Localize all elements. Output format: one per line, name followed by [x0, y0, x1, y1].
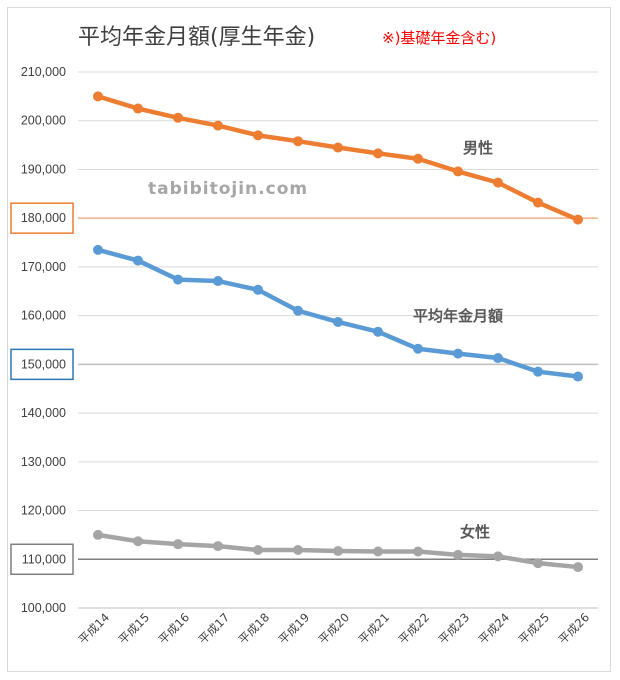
data-point — [573, 214, 583, 225]
y-tick-label: 110,000 — [22, 552, 66, 566]
x-tick-label: 平成22 — [396, 610, 433, 647]
series-2 — [93, 529, 583, 573]
data-point — [213, 120, 223, 131]
chart-title: 平均年金月額(厚生年金) — [78, 25, 315, 50]
data-point — [373, 148, 383, 159]
data-point — [413, 546, 423, 557]
data-point — [293, 545, 303, 556]
series-1 — [93, 244, 583, 382]
data-point — [533, 366, 543, 377]
data-point — [493, 177, 503, 188]
y-axis: 100,000 110,000 120,000 130,000 140,000 150,0… — [21, 65, 66, 615]
series-0 — [93, 91, 583, 225]
data-point — [293, 305, 303, 316]
reference-highlight-box — [10, 202, 74, 234]
y-tick-label: 140,000 — [21, 406, 66, 420]
data-point — [253, 130, 263, 141]
data-point — [173, 539, 183, 550]
y-tick-label: 130,000 — [21, 455, 66, 469]
series-line — [95, 247, 581, 379]
y-tick-label: 210,000 — [21, 65, 66, 79]
series-label-average: 平均年金月額 — [413, 307, 503, 325]
data-point — [93, 244, 103, 255]
y-tick-label: 200,000 — [21, 114, 66, 128]
data-point — [253, 545, 263, 556]
data-point — [293, 136, 303, 147]
y-tick-label: 100,000 — [21, 601, 66, 615]
x-tick-label: 平成25 — [516, 610, 553, 647]
x-tick-label: 平成14 — [76, 610, 113, 647]
watermark: tabibitojin.com — [148, 179, 308, 199]
series-label-female: 女性 — [460, 523, 490, 541]
y-tick-label: 180,000 — [21, 211, 66, 225]
x-tick-label: 平成21 — [356, 610, 393, 647]
data-point — [493, 353, 503, 364]
data-point — [453, 166, 463, 177]
data-point — [573, 371, 583, 382]
data-point — [253, 284, 263, 295]
x-axis: 平成14 平成15 平成16 平成17 平成18 平成19 平成20 平成21 平成22 平成23… — [76, 607, 598, 647]
x-tick-label: 平成24 — [476, 610, 513, 647]
data-point — [413, 343, 423, 354]
reference-highlight-box — [10, 543, 74, 576]
data-point — [93, 529, 103, 540]
x-tick-label: 平成23 — [436, 610, 473, 647]
data-point — [333, 545, 343, 556]
y-tick-label: 170,000 — [21, 260, 66, 274]
data-point — [413, 153, 423, 164]
data-point — [213, 541, 223, 552]
y-tick-label: 160,000 — [21, 309, 66, 323]
data-point — [133, 536, 143, 547]
y-tick-label: 150,000 — [21, 357, 66, 371]
x-tick-label: 平成16 — [156, 610, 193, 647]
reference-lines — [10, 202, 598, 576]
data-point — [533, 197, 543, 208]
data-point — [133, 255, 143, 266]
data-point — [173, 274, 183, 285]
data-point — [493, 551, 503, 562]
chart-title-note: ※)基礎年金含む) — [382, 29, 496, 47]
data-point — [333, 316, 343, 327]
data-point — [133, 103, 143, 114]
data-point — [373, 546, 383, 557]
x-tick-label: 平成17 — [196, 610, 233, 647]
series-label-male: 男性 — [463, 139, 493, 157]
data-point — [533, 558, 543, 569]
data-point — [453, 549, 463, 560]
data-point — [453, 348, 463, 359]
y-tick-label: 190,000 — [21, 162, 66, 176]
data-point — [213, 276, 223, 287]
x-tick-label: 平成26 — [556, 610, 593, 647]
data-point — [333, 142, 343, 153]
reference-highlight-box — [10, 348, 74, 381]
data-point — [93, 91, 103, 102]
data-point — [373, 326, 383, 337]
data-point — [173, 112, 183, 123]
y-tick-label: 120,000 — [21, 504, 66, 518]
series-group — [93, 91, 583, 573]
series-line — [95, 94, 581, 222]
x-tick-label: 平成15 — [116, 610, 153, 647]
x-tick-label: 平成18 — [236, 610, 273, 647]
chart-frame — [7, 7, 611, 672]
x-tick-label: 平成20 — [316, 610, 353, 647]
x-tick-label: 平成19 — [276, 610, 313, 647]
data-point — [573, 562, 583, 573]
